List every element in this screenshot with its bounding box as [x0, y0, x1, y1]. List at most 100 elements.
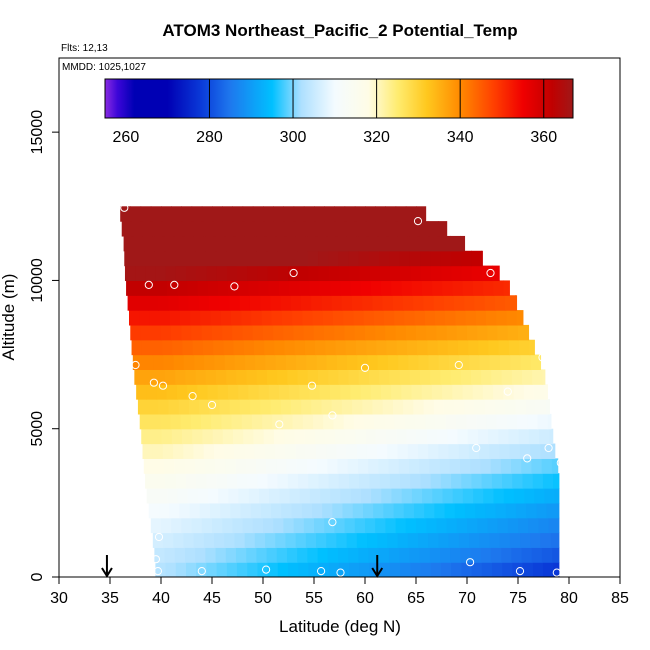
curtain-cell	[322, 502, 333, 519]
curtain-cell	[451, 473, 462, 489]
curtain-cell	[201, 517, 213, 534]
curtain-cell	[403, 399, 414, 415]
curtain-cell	[389, 369, 401, 385]
curtain-cell	[172, 339, 184, 356]
curtain-cell	[206, 265, 218, 282]
flight-arrows	[101, 555, 384, 578]
curtain-cell	[335, 339, 347, 356]
curtain-cell	[477, 324, 488, 341]
curtain-cell	[295, 221, 306, 237]
curtain-cell	[241, 310, 252, 326]
curtain-cell	[200, 310, 212, 326]
curtain-cell	[556, 502, 560, 519]
arrow-head	[371, 567, 384, 578]
curtain-cell	[222, 206, 233, 222]
curtain-cell	[449, 458, 461, 474]
curtain-cell	[296, 354, 307, 370]
curtain-cell	[325, 339, 337, 356]
curtain-cell	[439, 547, 451, 563]
curtain-cell	[257, 473, 269, 489]
curtain-cell	[191, 206, 203, 222]
curtain-cell	[331, 295, 343, 311]
curtain-cell	[222, 428, 234, 445]
curtain-cell	[173, 354, 185, 370]
curtain-cell	[474, 399, 486, 415]
observation-point	[120, 203, 129, 212]
curtain-cell	[309, 280, 321, 296]
curtain-cell	[162, 339, 173, 356]
curtain-cell	[268, 280, 280, 296]
curtain-cell	[252, 517, 264, 534]
curtain-cell	[468, 339, 479, 356]
curtain-cell	[277, 250, 289, 267]
colorbar-dividers	[208, 79, 545, 118]
curtain-cell	[437, 428, 448, 445]
curtain-cell	[207, 280, 219, 296]
curtain-cell	[503, 384, 515, 400]
curtain-cell	[437, 221, 448, 237]
curtain-cell	[298, 562, 309, 577]
curtain-cell	[179, 502, 191, 519]
x-tick-label: 65	[407, 590, 425, 607]
curtain-cell	[316, 354, 328, 370]
curtain-cell	[244, 443, 256, 459]
curtain-cell	[263, 517, 274, 534]
curtain-cell	[279, 280, 290, 296]
curtain-cell	[378, 235, 390, 252]
curtain-cell	[489, 354, 501, 370]
curtain-cell	[223, 339, 235, 356]
curtain-cell	[400, 473, 411, 489]
curtain-cell	[400, 562, 411, 577]
curtain-cell	[336, 354, 348, 370]
curtain-cell	[183, 532, 195, 548]
curtain-cell	[515, 502, 527, 519]
curtain-cell	[479, 354, 491, 370]
curtain-cell	[410, 473, 422, 489]
curtain-cell	[493, 488, 505, 504]
curtain-cell	[391, 384, 402, 400]
curtain-cell	[220, 310, 232, 326]
curtain-cell	[531, 547, 543, 563]
curtain-cell	[446, 324, 458, 341]
x-tick-label: 30	[50, 590, 68, 607]
curtain-cell	[255, 354, 267, 370]
curtain-cell	[384, 413, 396, 430]
curtain-cell	[481, 473, 493, 489]
curtain-cell	[360, 488, 372, 504]
curtain-cell	[254, 443, 266, 459]
curtain-cell	[348, 250, 360, 267]
curtain-cell	[420, 473, 432, 489]
curtain-cell	[238, 488, 250, 504]
curtain-cell	[378, 547, 390, 563]
curtain-cell	[450, 547, 461, 563]
curtain-cell	[299, 280, 311, 296]
curtain-cell	[502, 473, 513, 489]
curtain-cell	[553, 562, 560, 577]
x-tick-label: 40	[152, 590, 170, 607]
curtain-cell	[257, 265, 269, 282]
curtain-cell	[171, 517, 182, 534]
curtain-cell	[235, 547, 247, 563]
curtain-cell	[368, 547, 380, 563]
curtain-cell	[203, 221, 215, 237]
curtain-cell	[532, 369, 543, 385]
curtain-cell	[305, 221, 317, 237]
curtain-cell	[346, 532, 358, 548]
curtain-cell	[158, 295, 169, 311]
curtain-cell	[353, 310, 365, 326]
curtain-cell	[456, 517, 468, 534]
curtain-cell	[372, 399, 384, 415]
curtain-cell	[211, 413, 222, 430]
curtain-cell	[450, 250, 462, 267]
curtain-cell	[455, 310, 467, 326]
curtain-cell	[347, 458, 359, 474]
curtain-cell	[295, 443, 307, 459]
curtain-cell	[469, 532, 480, 548]
curtain-cell	[164, 547, 176, 563]
curtain-cell	[338, 250, 350, 267]
observation-point	[523, 454, 532, 463]
curtain-cell	[136, 280, 148, 296]
curtain-cell	[421, 384, 433, 400]
curtain-cell	[417, 443, 429, 459]
curtain-cell	[406, 428, 418, 445]
